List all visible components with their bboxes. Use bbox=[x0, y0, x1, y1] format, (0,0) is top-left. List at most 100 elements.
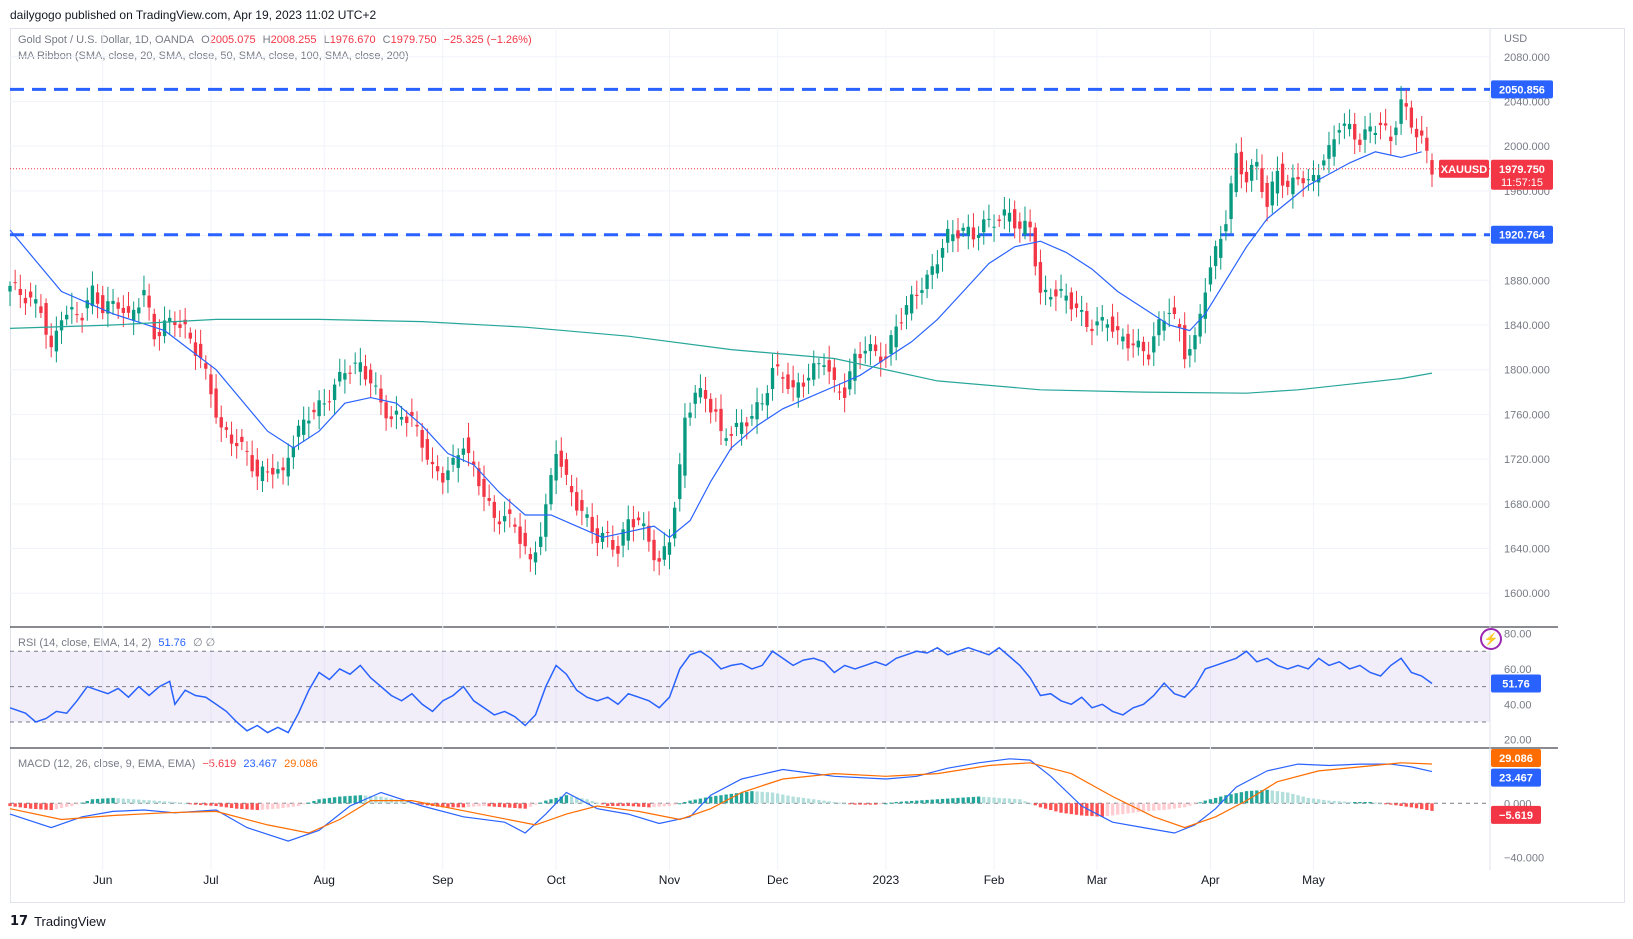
macd-hist-bar bbox=[899, 801, 904, 804]
macd-hist-bar bbox=[451, 803, 455, 808]
candle-body bbox=[399, 416, 404, 420]
macd-hist-bar bbox=[157, 800, 162, 804]
candle-body bbox=[997, 219, 1001, 221]
macd-hist-bar bbox=[80, 802, 84, 804]
candle-body bbox=[611, 540, 615, 550]
x-tick-label: Apr bbox=[1201, 873, 1220, 887]
candle-body bbox=[142, 290, 146, 296]
macd-hist-bar bbox=[18, 803, 22, 808]
x-tick-label: May bbox=[1302, 873, 1325, 887]
macd-legend-label: MACD (12, 26, close, 9, EMA, EMA) bbox=[18, 758, 196, 770]
candle-body bbox=[1383, 123, 1388, 126]
ma200-line bbox=[9, 318, 1433, 394]
candle-body bbox=[621, 529, 625, 546]
macd-hist-bar bbox=[85, 800, 89, 804]
macd-hist-bar bbox=[178, 802, 182, 804]
candle-body bbox=[832, 367, 837, 380]
macd-hist-bar bbox=[250, 803, 254, 810]
candle-body bbox=[1425, 137, 1429, 151]
macd-hist-bar bbox=[1291, 793, 1295, 804]
candle-body bbox=[477, 468, 481, 487]
candle-body bbox=[75, 314, 79, 316]
macd-hist-bar bbox=[1378, 803, 1383, 805]
x-tick-label: Jun bbox=[93, 873, 112, 887]
candle-body bbox=[1213, 246, 1218, 267]
macd-hist-bar bbox=[569, 796, 574, 804]
macd-hist-bar bbox=[575, 797, 579, 804]
macd-hist-bar bbox=[1079, 803, 1084, 816]
macd-hist-bar bbox=[106, 798, 110, 804]
macd-legend-macd: 23.467 bbox=[243, 758, 278, 770]
candle-body bbox=[1095, 321, 1099, 326]
macd-hist-bar bbox=[1280, 791, 1285, 804]
macd-hist-bar bbox=[34, 803, 38, 810]
macd-hist-bar bbox=[1430, 803, 1434, 811]
candle-body bbox=[1409, 107, 1414, 128]
candle-body bbox=[889, 335, 893, 354]
macd-hist-bar bbox=[848, 803, 852, 805]
candle-body bbox=[971, 227, 976, 240]
rsi-legend-label: RSI (14, close, EMA, 14, 2) bbox=[18, 637, 152, 649]
candle-body bbox=[688, 412, 692, 418]
macd-hist-bar bbox=[240, 803, 244, 810]
candle-body bbox=[590, 516, 594, 532]
candle-body bbox=[1260, 168, 1264, 192]
candle-body bbox=[49, 335, 53, 348]
candle-body bbox=[425, 439, 430, 460]
candle-body bbox=[559, 450, 563, 467]
candle-body bbox=[64, 314, 69, 320]
macd-hist-bar bbox=[276, 803, 280, 809]
candle-body bbox=[441, 473, 445, 483]
macd-hist-bar bbox=[693, 799, 697, 804]
macd-hist-bar bbox=[90, 799, 95, 804]
macd-hist-bar bbox=[595, 802, 600, 804]
macd-legend-signal: 29.086 bbox=[284, 758, 318, 770]
candle-body bbox=[1146, 354, 1151, 360]
candle-body bbox=[569, 485, 574, 493]
macd-hist-bar bbox=[1425, 803, 1429, 811]
macd-hist-bar bbox=[1002, 798, 1007, 804]
candle-body bbox=[992, 226, 996, 228]
macd-hist-bar bbox=[1059, 803, 1063, 813]
level-tag bbox=[1491, 225, 1553, 244]
candle-body bbox=[564, 459, 569, 475]
macd-hist-bar bbox=[1322, 799, 1326, 804]
macd-value-tag bbox=[1491, 805, 1541, 824]
candle-body bbox=[1255, 161, 1259, 167]
macd-hist-bar bbox=[441, 803, 445, 808]
macd-hist-bar bbox=[1229, 794, 1233, 804]
candle-body bbox=[703, 389, 708, 399]
macd-hist-bar bbox=[605, 803, 610, 806]
macd-hist-bar bbox=[1090, 803, 1094, 817]
macd-hist-bar bbox=[642, 803, 646, 808]
macd-hist-bar bbox=[358, 795, 363, 804]
candle-body bbox=[1347, 123, 1352, 130]
macd-hist-bar bbox=[554, 797, 558, 804]
candle-body bbox=[920, 290, 924, 293]
x-tick-label: Mar bbox=[1087, 873, 1108, 887]
macd-hist-bar bbox=[904, 801, 909, 804]
macd-hist-bar bbox=[734, 793, 739, 804]
macd-hist-bar bbox=[925, 799, 929, 804]
macd-hist-bar bbox=[1152, 803, 1156, 811]
macd-hist-bar bbox=[1023, 801, 1027, 804]
macd-hist-bar bbox=[399, 800, 404, 804]
macd-hist-bar bbox=[126, 798, 131, 804]
candle-body bbox=[291, 446, 296, 458]
macd-tick-label: −40.000 bbox=[1504, 852, 1544, 864]
macd-hist-bar bbox=[162, 801, 167, 804]
macd-hist-bar bbox=[1193, 803, 1197, 805]
candle-body bbox=[678, 464, 682, 500]
candle-body bbox=[461, 448, 466, 455]
macd-hist-bar bbox=[28, 803, 33, 809]
candle-body bbox=[760, 403, 764, 405]
macd-hist-bar bbox=[1337, 801, 1341, 804]
candle-body bbox=[858, 354, 862, 359]
lightning-icon[interactable]: ⚡ bbox=[1480, 628, 1502, 650]
candle-body bbox=[1363, 129, 1367, 140]
macd-hist-bar bbox=[858, 803, 862, 805]
rsi-value-tag bbox=[1491, 674, 1541, 693]
macd-hist-bar bbox=[183, 803, 187, 805]
macd-hist-bar bbox=[1100, 803, 1104, 817]
